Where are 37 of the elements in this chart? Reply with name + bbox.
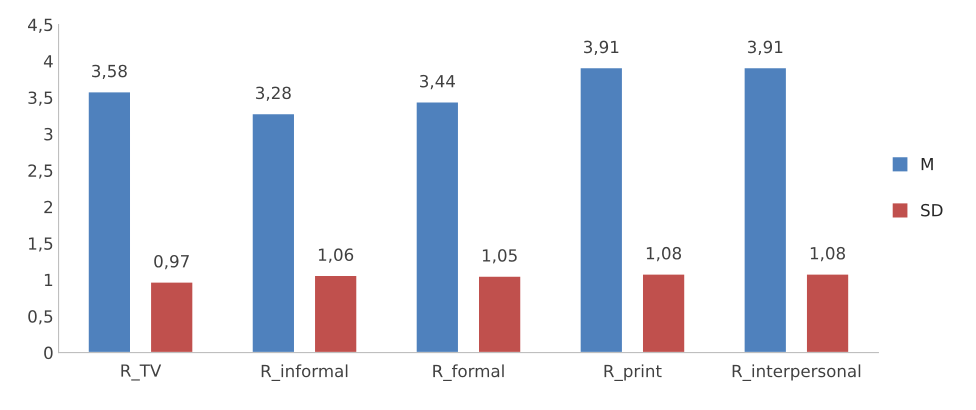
legend-label: M — [922, 158, 933, 170]
y-tick-label: 1,5 — [29, 237, 52, 252]
bar — [150, 281, 194, 353]
data-label: 1,05 — [482, 249, 517, 264]
bar — [579, 66, 624, 353]
y-tick-label: 3 — [44, 128, 52, 140]
x-tick-label: R_formal — [433, 364, 504, 381]
y-tick-label: 1 — [44, 274, 52, 286]
bar — [415, 101, 460, 353]
legend-label: SD — [921, 204, 942, 216]
data-label: 1,06 — [318, 248, 354, 263]
bar — [806, 273, 850, 353]
data-label: 0,97 — [154, 254, 189, 270]
data-label: 3,91 — [584, 40, 618, 55]
y-tick-label: 2,5 — [28, 164, 52, 179]
data-label: 3,28 — [256, 86, 291, 101]
bar — [743, 66, 788, 353]
x-tick-label: R_informal — [262, 364, 348, 381]
y-tick-label: 4,5 — [28, 18, 52, 33]
x-tick-label: R_print — [604, 364, 662, 381]
data-label: 1,08 — [810, 246, 845, 262]
bar — [314, 274, 358, 353]
data-label: 1,08 — [646, 246, 682, 262]
x-tick-label: R_TV — [121, 364, 162, 381]
data-label: 3,44 — [420, 74, 455, 90]
y-tick-label: 2 — [44, 200, 52, 214]
data-label: 3,58 — [92, 64, 127, 80]
bar — [87, 90, 132, 353]
bar — [478, 275, 522, 353]
y-tick-label: 3,5 — [28, 91, 52, 106]
y-tick-label: 4 — [44, 55, 53, 68]
bar — [642, 273, 686, 353]
y-tick-label: 0,5 — [28, 310, 52, 324]
data-label: 3,91 — [748, 40, 782, 55]
x-tick-label: R_interpersonal — [732, 364, 860, 381]
y-tick-label: 0 — [44, 346, 53, 360]
bar — [251, 112, 296, 353]
